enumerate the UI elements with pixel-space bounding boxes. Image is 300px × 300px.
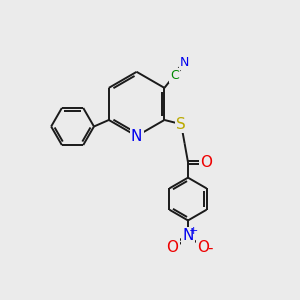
Text: -: - [207, 241, 213, 256]
Text: N: N [182, 228, 194, 243]
Text: C: C [170, 69, 179, 82]
Text: N: N [131, 128, 142, 143]
Text: +: + [189, 226, 199, 236]
Text: N: N [180, 56, 190, 69]
Text: O: O [167, 240, 178, 255]
Text: S: S [176, 117, 186, 132]
Text: O: O [200, 155, 212, 170]
Text: O: O [197, 240, 209, 255]
